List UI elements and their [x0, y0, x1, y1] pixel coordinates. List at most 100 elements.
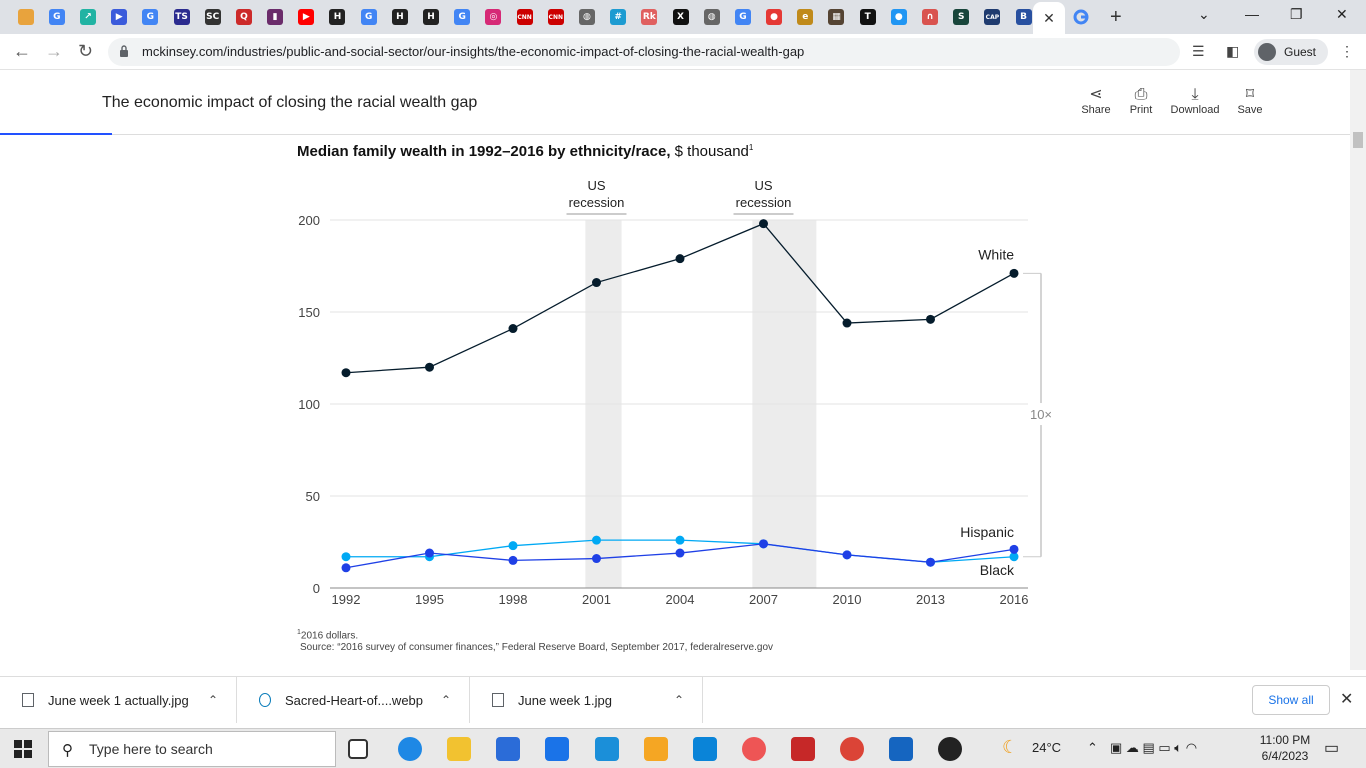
scrollbar-thumb[interactable] [1353, 132, 1363, 148]
system-clock[interactable]: 11:00 PM 6/4/2023 [1252, 732, 1318, 764]
cap-favicon[interactable]: CAP [984, 9, 1001, 25]
tray-app-icons[interactable]: ▣ ☁ ▤ ▭ 🔈︎ ◠ [1110, 740, 1198, 755]
data-point-hispanic [508, 541, 518, 551]
download-item[interactable]: June week 1.jpg ⌃ [470, 677, 703, 723]
taskbar-search-input[interactable]: ⚲ Type here to search [48, 731, 336, 767]
media-player-icon[interactable] [889, 737, 913, 761]
download-item[interactable]: June week 1 actually.jpg ⌃ [0, 677, 237, 723]
data-point-black [1009, 544, 1019, 554]
forward-icon[interactable]: → [45, 41, 63, 61]
chevron-up-icon[interactable]: ⌃ [207, 693, 218, 707]
edge-file-icon [259, 693, 271, 707]
blue-circle-favicon[interactable]: ● [890, 9, 907, 25]
url-text[interactable]: mckinsey.com/industries/public-and-socia… [142, 44, 805, 59]
h-favicon[interactable]: H [423, 9, 440, 25]
purple-favicon[interactable]: ▮ [267, 9, 284, 25]
download-item[interactable]: Sacred-Heart-of....webp ⌃ [237, 677, 470, 723]
cnn-favicon[interactable]: CNN [547, 9, 564, 25]
lock-icon[interactable] [119, 45, 129, 57]
notifications-icon[interactable]: ▭ [1324, 740, 1340, 757]
back-icon[interactable]: ← [13, 41, 31, 61]
chrome-icon[interactable] [840, 737, 864, 761]
close-tab-icon[interactable]: ✕ [1043, 9, 1055, 26]
task-view-icon[interactable] [348, 739, 368, 759]
chevron-up-icon[interactable]: ⌃ [440, 693, 451, 707]
q-favicon[interactable]: Q [235, 9, 252, 25]
arrow-favicon[interactable]: ↗ [79, 9, 96, 25]
sc-favicon[interactable]: SC [204, 9, 221, 25]
hash-favicon[interactable]: # [610, 9, 627, 25]
chart-title-footnote-marker: 1 [748, 143, 754, 152]
mcafee-icon[interactable] [791, 737, 815, 761]
b-favicon[interactable]: B [1015, 9, 1032, 25]
show-all-button[interactable]: Show all [1252, 685, 1330, 715]
cloud-favicon[interactable] [17, 9, 34, 25]
x-favicon[interactable]: X [672, 9, 689, 25]
reload-icon[interactable]: ↻ [78, 41, 94, 61]
instagram-favicon[interactable]: ◎ [485, 9, 502, 25]
temperature[interactable]: 24°C [1032, 740, 1062, 755]
rk-favicon[interactable]: Rk [641, 9, 658, 25]
address-bar[interactable]: mckinsey.com/industries/public-and-socia… [108, 38, 1180, 66]
share-button[interactable]: ⋖ Share [1071, 86, 1121, 116]
nyt-favicon[interactable]: T [859, 9, 876, 25]
side-panel-icon[interactable]: ◧ [1226, 43, 1240, 59]
wealth-line-chart: US recession US recession 0 50 100 150 200 1992 19… [298, 178, 1053, 607]
google-favicon[interactable]: G [142, 9, 159, 25]
article-header: The economic impact of closing the racia… [0, 70, 1350, 135]
x-tick-label: 2016 [1000, 592, 1029, 607]
e-favicon[interactable]: e [797, 9, 814, 25]
recession-label: recession [569, 195, 625, 210]
windows-start-icon[interactable] [14, 740, 32, 758]
restore-icon[interactable]: ❐ [1290, 6, 1303, 22]
play-app-icon[interactable] [938, 737, 962, 761]
download-button[interactable]: ⤓ Download [1170, 86, 1220, 116]
curve-favicon[interactable]: ∩ [922, 9, 939, 25]
minimize-icon[interactable]: — [1245, 6, 1259, 22]
menu-icon[interactable]: ⋮ [1340, 43, 1354, 59]
msu-favicon[interactable]: S [953, 9, 970, 25]
active-tab[interactable]: ✕ [1033, 2, 1065, 34]
google-favicon[interactable]: G [734, 9, 751, 25]
photo-favicon[interactable]: ▦ [828, 9, 845, 25]
page-scrollbar[interactable] [1350, 70, 1366, 670]
google-favicon[interactable]: G [360, 9, 377, 25]
h-favicon[interactable]: H [391, 9, 408, 25]
edge-icon[interactable] [398, 737, 422, 761]
chrome-canary-icon[interactable] [742, 737, 766, 761]
y-tick-label: 0 [313, 581, 320, 596]
x-tick-label: 2007 [749, 592, 778, 607]
game-app-icon[interactable] [644, 737, 668, 761]
chevron-up-icon[interactable]: ⌃ [673, 693, 684, 707]
tray-overflow-icon[interactable]: ⌃ [1087, 740, 1098, 755]
google-favicon[interactable] [1073, 9, 1089, 25]
ts-favicon[interactable]: TS [173, 9, 190, 25]
play-favicon[interactable]: ▶ [111, 9, 128, 25]
youtube-favicon[interactable]: ▶ [298, 9, 315, 25]
file-explorer-icon[interactable] [447, 737, 471, 761]
close-window-icon[interactable]: ✕ [1336, 6, 1348, 22]
google-favicon[interactable]: G [454, 9, 471, 25]
close-downloads-icon[interactable]: ✕ [1340, 691, 1354, 708]
red-circle-favicon[interactable]: ● [766, 9, 783, 25]
blue-app-icon[interactable] [693, 737, 717, 761]
profile-button[interactable]: Guest [1254, 39, 1328, 65]
weather-moon-icon[interactable]: ☾ [1002, 737, 1019, 757]
new-tab-icon[interactable]: + [1110, 6, 1122, 28]
mail-icon[interactable] [545, 737, 569, 761]
save-button[interactable]: ⌑ Save [1225, 86, 1275, 116]
print-button[interactable]: ⎙ Print [1116, 86, 1166, 116]
l-app-icon[interactable] [595, 737, 619, 761]
store-icon[interactable] [496, 737, 520, 761]
downloads-bar: June week 1 actually.jpg ⌃ Sacred-Heart-o… [0, 676, 1366, 723]
google-favicon[interactable]: G [48, 9, 65, 25]
gap-label-bg [1029, 403, 1053, 426]
tab-search-icon[interactable]: ⌄ [1198, 6, 1210, 22]
h-favicon[interactable]: H [329, 9, 346, 25]
globe-favicon[interactable]: ◍ [578, 9, 595, 25]
globe-favicon[interactable]: ◍ [703, 9, 720, 25]
data-point-white [592, 278, 601, 288]
cnn-favicon[interactable]: CNN [516, 9, 533, 25]
reading-list-icon[interactable]: ☰ [1192, 43, 1205, 59]
file-icon [22, 693, 34, 707]
